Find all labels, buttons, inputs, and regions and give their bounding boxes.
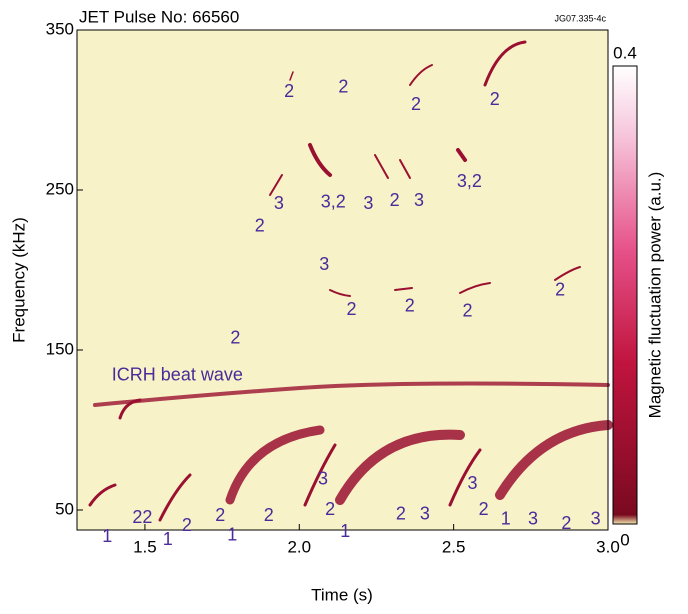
annotation: 3,2 <box>321 192 346 212</box>
x-axis-label: Time (s) <box>311 585 373 604</box>
x-tick-label: 2.0 <box>287 537 311 556</box>
annotation: 2 <box>264 505 274 525</box>
annotation: 2 <box>284 81 294 101</box>
y-tick-label: 50 <box>55 499 74 518</box>
annotation: 1 <box>163 529 173 549</box>
annotation: 2 <box>479 499 489 519</box>
annotation: 2 <box>490 89 500 109</box>
x-tick-label: 3.0 <box>596 537 620 556</box>
colorbar-tick-label: 0 <box>620 530 629 549</box>
annotation: 2 <box>255 216 265 236</box>
y-tick-label: 250 <box>46 179 74 198</box>
annotation: 3,2 <box>457 171 482 191</box>
annotation: 2 <box>182 515 192 535</box>
annotation: 2 <box>561 513 571 533</box>
annotation: 1 <box>102 526 112 546</box>
figure-id: JG07.335-4c <box>554 13 606 23</box>
annotation: 2 <box>325 499 335 519</box>
annotation: 2 <box>555 280 565 300</box>
annotation: 3 <box>319 254 329 274</box>
annotation: 1 <box>501 508 511 528</box>
annotation: 3 <box>467 473 477 493</box>
annotation: 1 <box>340 521 350 541</box>
colorbar <box>612 65 638 525</box>
annotation: 3 <box>363 193 373 213</box>
annotation: 22 <box>132 507 152 527</box>
annotation: 2 <box>396 504 406 524</box>
annotation: 3 <box>414 190 424 210</box>
annotation: 3 <box>591 508 601 528</box>
annotation: 3 <box>420 504 430 524</box>
annotation: 2 <box>338 76 348 96</box>
annotation: 2 <box>230 328 240 348</box>
annotation: 2 <box>463 300 473 320</box>
annotation: 2 <box>346 299 356 319</box>
y-tick-label: 150 <box>46 339 74 358</box>
annotation: 1 <box>227 524 237 544</box>
annotation: 2 <box>405 296 415 316</box>
annotation: 3 <box>528 508 538 528</box>
annotation: 3 <box>274 193 284 213</box>
annotation: 2 <box>411 94 421 114</box>
plot-area <box>77 30 608 530</box>
annotation: 2 <box>215 505 225 525</box>
x-tick-label: 1.5 <box>133 537 157 556</box>
colorbar-tick-label: 0.4 <box>613 43 637 62</box>
y-axis-label: Frequency (kHz) <box>9 217 28 343</box>
chart-title: JET Pulse No: 66560 <box>79 7 239 26</box>
annotation: 2 <box>390 190 400 210</box>
plot-frame <box>76 29 609 531</box>
colorbar-label: Magnetic fluctuation power (a.u.) <box>645 172 664 419</box>
annotation: ICRH beat wave <box>112 364 243 384</box>
annotation: 3 <box>318 468 328 488</box>
spectrogram-traces <box>88 40 613 522</box>
y-tick-label: 350 <box>46 19 74 38</box>
x-tick-label: 2.5 <box>442 537 466 556</box>
